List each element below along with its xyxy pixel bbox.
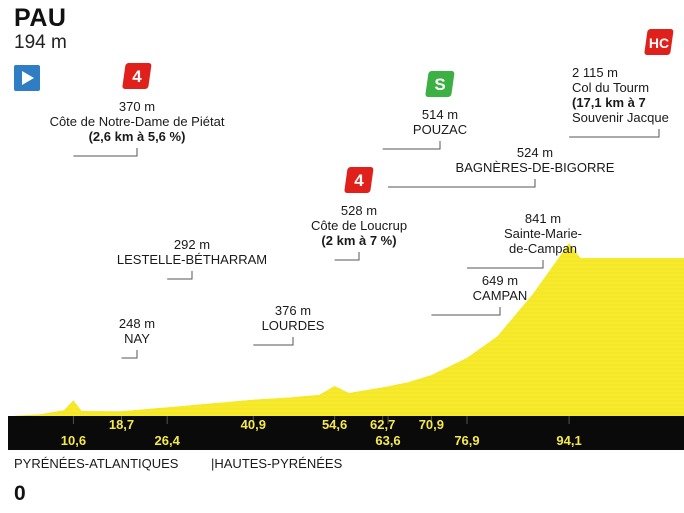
point-text: Côte de Loucrup xyxy=(310,218,408,233)
department-left: PYRÉNÉES-ATLANTIQUES xyxy=(14,456,179,471)
point-label: 514 m POUZAC xyxy=(413,107,467,137)
point-text: LOURDES xyxy=(261,318,325,333)
climb-detail: (2,6 km à 5,6 %) xyxy=(88,129,186,144)
marker-line xyxy=(73,148,138,157)
point-label: 841 m Sainte-Marie-de-Campan xyxy=(504,211,582,256)
point-label: 649 m CAMPAN xyxy=(473,273,528,303)
km-label: 62,7 xyxy=(370,417,396,432)
marker-line xyxy=(121,350,138,359)
profile-sky-mask xyxy=(0,0,684,416)
point-text: 649 m xyxy=(481,273,519,288)
point-text: 514 m xyxy=(421,107,459,122)
marker-line xyxy=(382,141,441,150)
point-text: 528 m xyxy=(340,203,378,218)
badge-label: 4 xyxy=(132,67,142,86)
point-label: 2 115 m Col du Tourm (17,1 km à 7 Souvenir … xyxy=(572,65,669,125)
km-label: 94,1 xyxy=(556,433,582,448)
marker-line xyxy=(388,179,536,188)
km-label: 10,6 xyxy=(60,433,87,448)
marker-line xyxy=(467,260,544,269)
marker-line xyxy=(569,129,660,138)
badge-label: HC xyxy=(649,35,669,51)
baseline-zero: 0 xyxy=(14,482,26,505)
point-text: 524 m xyxy=(516,145,554,160)
point-text: 376 m xyxy=(274,303,312,318)
km-band xyxy=(8,416,684,450)
point-text: BAGNÈRES-DE-BIGORRE xyxy=(455,160,615,175)
point-text: Souvenir Jacque xyxy=(572,110,669,125)
km-label: 26,4 xyxy=(154,433,180,448)
point-label: 292 m LESTELLE-BÉTHARRAM xyxy=(117,237,267,267)
point-label: 528 m Côte de Loucrup (2 km à 7 %) xyxy=(311,203,407,248)
km-label: 40,9 xyxy=(240,417,266,432)
point-text: CAMPAN xyxy=(472,288,528,303)
km-label: 18,7 xyxy=(108,417,135,432)
climb-detail: (2 km à 7 %) xyxy=(321,233,397,248)
start-town-name: PAU xyxy=(14,4,67,32)
km-label: 54,6 xyxy=(321,417,348,432)
badge-label: 4 xyxy=(354,171,364,190)
km-label: 76,9 xyxy=(454,433,480,448)
point-text: Côte de Notre-Dame de Piétat xyxy=(49,114,225,129)
point-label: 376 m LOURDES xyxy=(262,303,325,333)
point-label: 524 m BAGNÈRES-DE-BIGORRE xyxy=(456,145,615,175)
point-label: 370 m Côte de Notre-Dame de Piétat (2,6 km… xyxy=(50,99,225,144)
point-text: Sainte-Marie- xyxy=(503,226,583,241)
point-text: NAY xyxy=(124,331,150,346)
category-4-badge-icon: 4 xyxy=(122,63,152,89)
point-text: 292 m xyxy=(173,237,211,252)
climb-detail: (17,1 km à 7 xyxy=(572,95,646,110)
point-text: Col du Tourm xyxy=(572,80,650,95)
km-label: 70,9 xyxy=(418,417,445,432)
hors-categorie-badge-icon: HC xyxy=(644,29,674,55)
start-altitude: 194 m xyxy=(14,32,67,53)
category-4-badge-icon: 4 xyxy=(344,167,374,193)
point-label: 248 m NAY xyxy=(119,316,155,346)
point-text: 841 m xyxy=(524,211,562,226)
km-label: 63,6 xyxy=(375,433,401,448)
point-text: LESTELLE-BÉTHARRAM xyxy=(116,252,268,267)
point-text: POUZAC xyxy=(412,122,468,137)
marker-line xyxy=(334,252,360,261)
point-text: 370 m xyxy=(118,99,156,114)
point-text: 248 m xyxy=(118,316,156,331)
department-right: |HAUTES-PYRÉNÉES xyxy=(211,456,343,471)
start-flag-icon xyxy=(14,65,40,91)
sprint-badge-icon: S xyxy=(425,71,455,97)
marker-line xyxy=(431,307,501,316)
marker-line xyxy=(253,337,294,346)
point-text: 2 115 m xyxy=(572,65,619,80)
badge-label: S xyxy=(434,75,445,94)
point-text: de-Campan xyxy=(509,241,577,256)
marker-line xyxy=(167,271,193,280)
